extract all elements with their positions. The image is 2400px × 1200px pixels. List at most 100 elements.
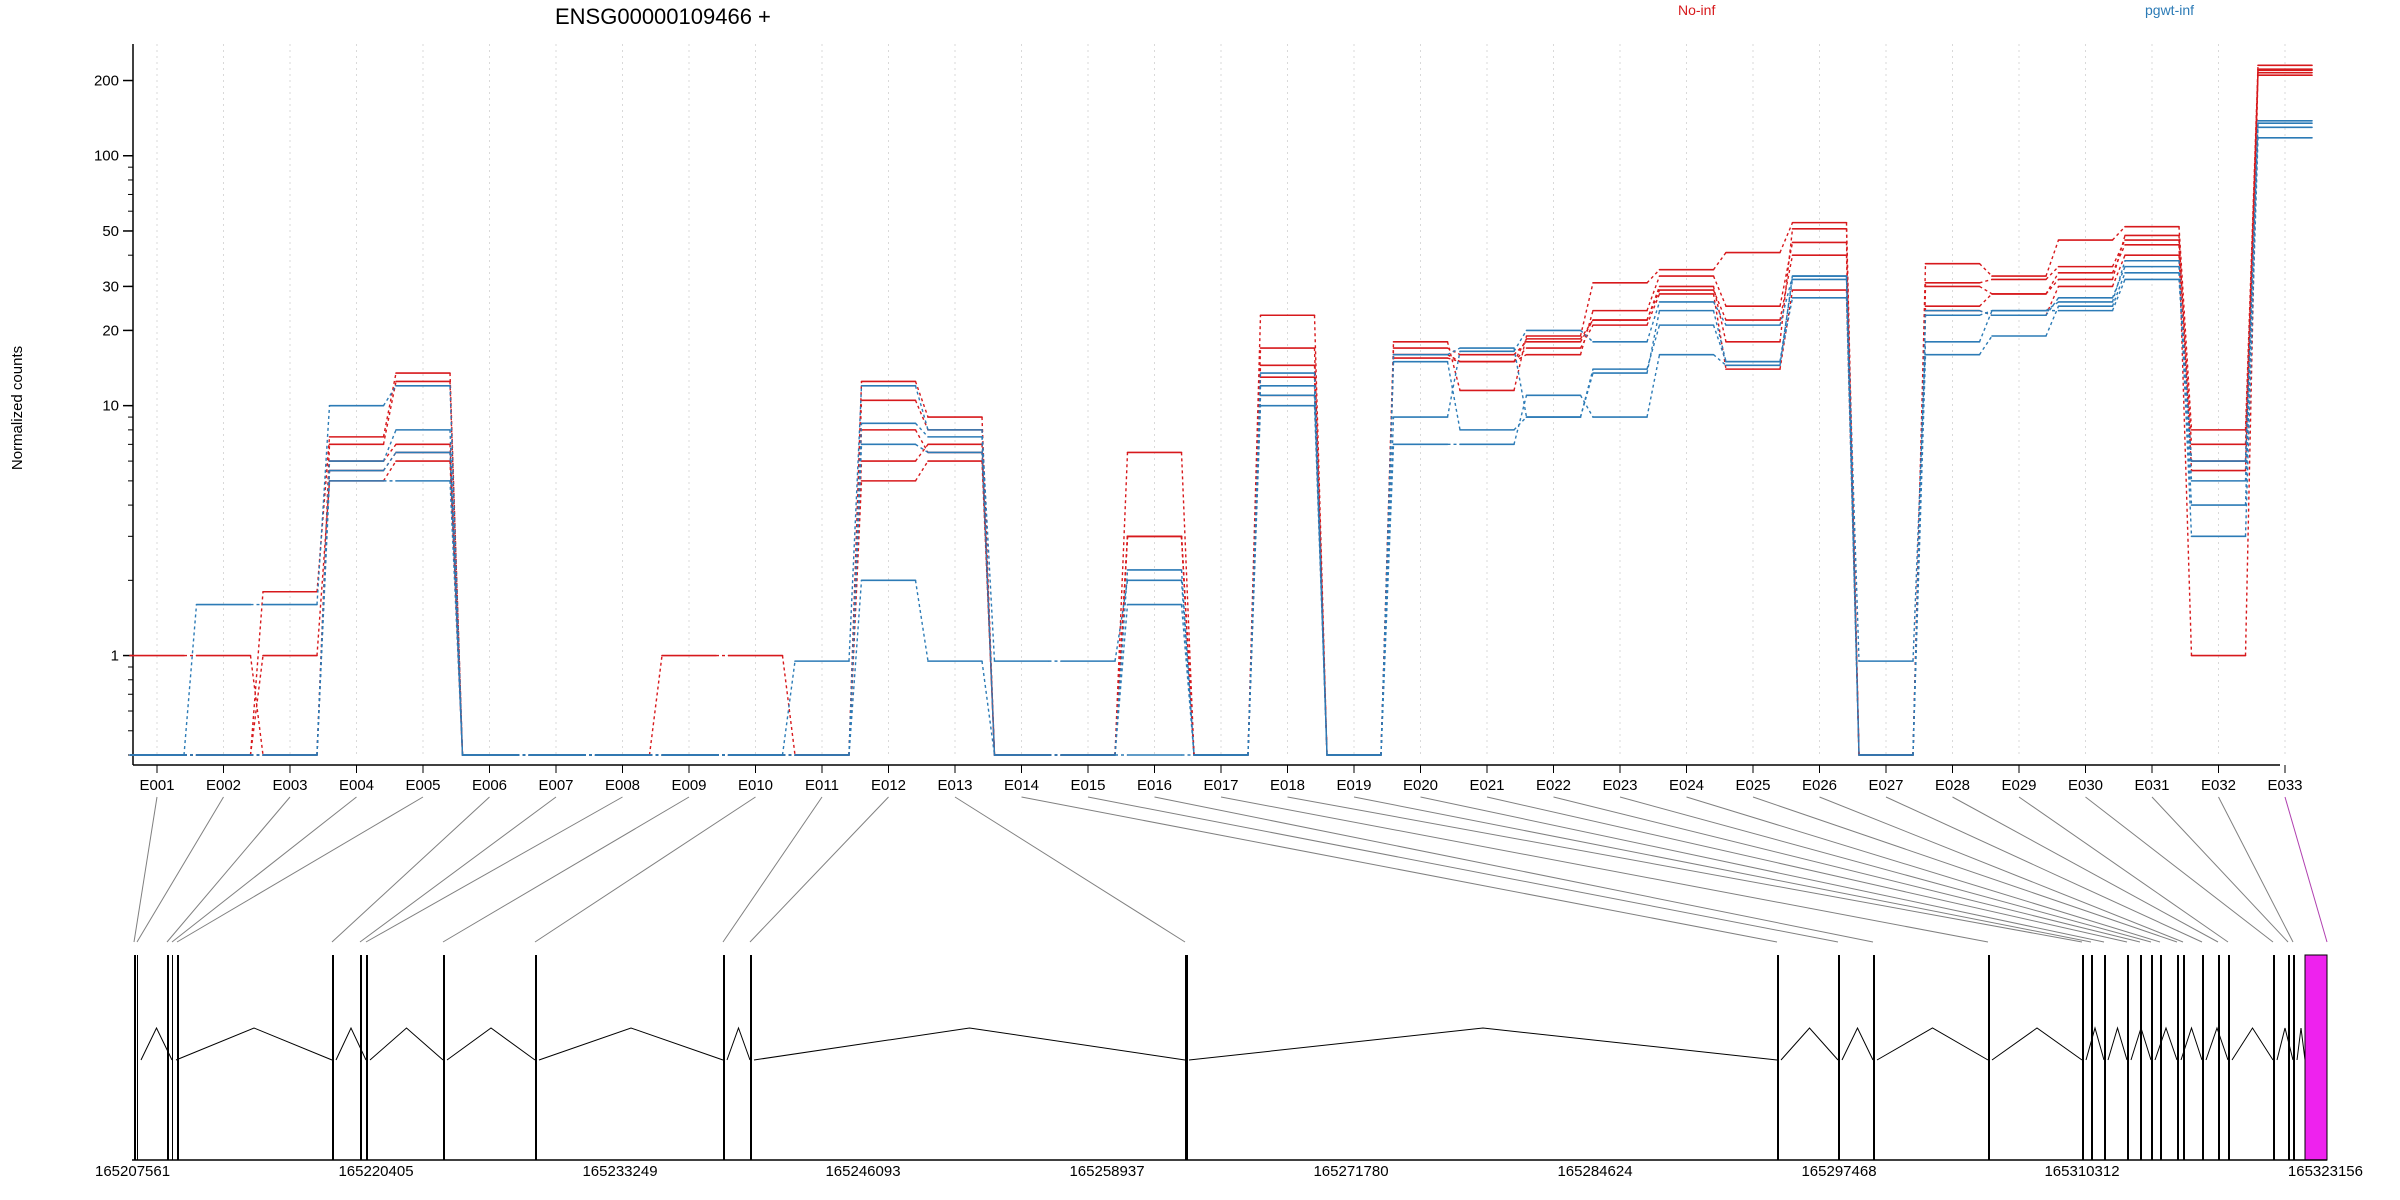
x-tick-label: E004 [339,777,374,794]
data-connector [1513,341,1528,356]
intron-line [140,1026,173,1061]
data-connector [981,452,996,756]
data-connector [914,429,929,453]
data-connector [249,655,264,756]
data-connector [1779,255,1794,321]
intron-line [2231,1027,2274,1061]
gene-axis-label: 165297468 [1801,1163,1876,1180]
x-tick-label: E031 [2134,777,2169,794]
gene-model [132,954,2328,1161]
data-connector [1779,228,1794,342]
exon-connector [534,796,756,943]
data-connector [1979,309,1993,316]
data-connector [1447,354,1461,363]
exon-box [2091,955,2093,1160]
exon-box [332,955,334,1160]
exon-connector [2018,796,2229,943]
series-no-inf [129,69,2313,756]
x-tick-label: E021 [1469,777,1504,794]
x-tick-label: E007 [538,777,573,794]
intron-line [2085,1026,2105,1061]
gene-axis-label: 165207561 [95,1163,170,1180]
series-no-inf [129,68,2313,756]
data-connector [1579,319,1594,340]
data-connector [1979,293,1993,307]
data-connector [1380,354,1395,756]
data-connector [981,436,996,756]
intron-line [446,1027,536,1061]
exon-connector [442,796,690,943]
data-connector [2111,244,2126,274]
exon-connector [331,796,490,943]
y-tick-label: 50 [102,223,119,240]
exon-connector [1220,796,1989,943]
data-connector [981,461,996,756]
data-connector [2178,226,2193,430]
exon-connector [1420,796,2105,943]
data-connector [781,661,796,756]
data-connector [1646,301,1661,343]
exon-connector [1686,796,2161,943]
data-connector [1712,252,1727,271]
intron-line [175,1027,333,1061]
data-connector [382,385,397,407]
x-tick-label: E028 [1935,777,1970,794]
exon-box [2160,955,2162,1160]
exon-box [535,955,537,1160]
intron-line [369,1027,444,1061]
x-tick-label: E022 [1536,777,1571,794]
gene-axis-label: 165310312 [2044,1163,2119,1180]
x-tick-label: E005 [405,777,440,794]
y-tick-label: 1 [111,648,119,665]
grid-lines [156,44,2286,755]
data-connector [848,385,863,662]
data-connector [914,580,929,662]
data-connector [1513,338,1528,362]
data-connector [848,423,863,756]
exon-box [443,955,445,1160]
x-tick-label: E025 [1735,777,1770,794]
data-connector [1447,357,1461,363]
data-connector [449,452,464,756]
data-connector [1646,310,1661,374]
data-connector [1446,361,1461,430]
y-axis-label: Normalized counts [9,346,26,470]
exon-connector [176,796,424,943]
intron-line [1188,1027,1778,1061]
exon-connector [2085,796,2274,943]
data-connector [648,655,663,756]
data-connector [2244,120,2259,462]
x-tick-label: E018 [1270,777,1305,794]
data-connector [2045,272,2060,295]
data-connector [449,373,464,756]
data-connector [1380,361,1395,756]
data-connector [1646,354,1661,418]
data-connector [1845,276,1860,756]
legend-no-inf: No-inf [1678,2,1715,18]
exon-box [2082,955,2084,1160]
exon-box [2228,955,2230,1160]
intron-line [2180,1026,2203,1061]
data-connector [981,429,996,662]
data-connector [2045,305,2060,337]
exon-box [366,955,368,1160]
data-connector [1247,315,1262,756]
data-connector [1646,293,1661,326]
data-connector [2045,301,2059,312]
exon-connector [1287,796,2083,943]
data-connector [914,381,929,418]
data-connector [914,422,929,438]
intron-line [753,1027,1186,1061]
data-connector [1779,222,1794,253]
data-connector [914,400,929,431]
intron-line [538,1027,724,1061]
exon-box [2127,955,2129,1160]
x-tick-label: E012 [871,777,906,794]
exon-connector [1619,796,2152,943]
exon-box [2304,954,2328,1161]
data-connector [316,480,331,656]
gene-axis-label: 165246093 [825,1163,900,1180]
chart-title: ENSG00000109466 + [555,4,771,29]
data-connector [1779,242,1794,307]
data-connector [1979,278,1993,284]
